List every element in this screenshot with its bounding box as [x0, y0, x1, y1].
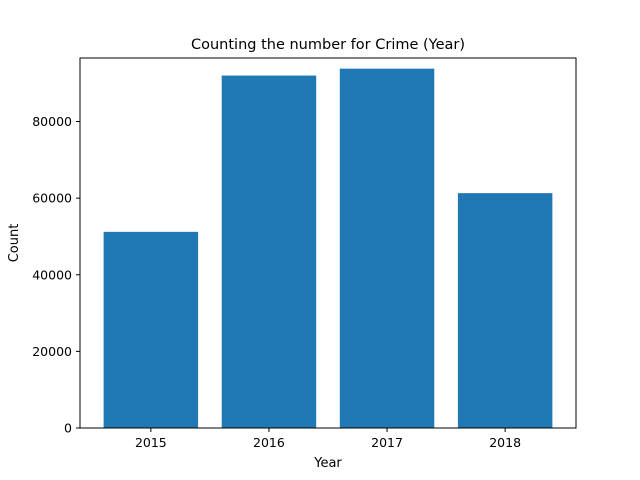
bars-layer — [103, 68, 553, 429]
x-tick-label-2015: 2015 — [135, 435, 167, 450]
bar-2016 — [221, 75, 317, 429]
y-tick-label-20000: 20000 — [32, 344, 72, 359]
plot-frame — [79, 57, 577, 429]
bar-2018 — [457, 193, 553, 428]
x-axis-label: Year — [313, 456, 342, 471]
y-tick-label-60000: 60000 — [32, 191, 72, 206]
y-tick-label-0: 0 — [64, 421, 72, 436]
bar-2017 — [339, 68, 435, 429]
x-tick-label-2016: 2016 — [253, 435, 285, 450]
bar-2015 — [103, 231, 199, 428]
x-tick-label-2017: 2017 — [371, 435, 403, 450]
chart-title: Counting the number for Crime (Year) — [191, 37, 465, 53]
y-axis-label: Count — [7, 224, 22, 263]
x-tick-label-2018: 2018 — [489, 435, 521, 450]
y-tick-label-40000: 40000 — [32, 267, 72, 282]
y-tick-label-80000: 80000 — [32, 114, 72, 129]
ticks-layer: 2015 2016 2017 2018 0 20000 40000 60000 80000 — [32, 114, 521, 450]
